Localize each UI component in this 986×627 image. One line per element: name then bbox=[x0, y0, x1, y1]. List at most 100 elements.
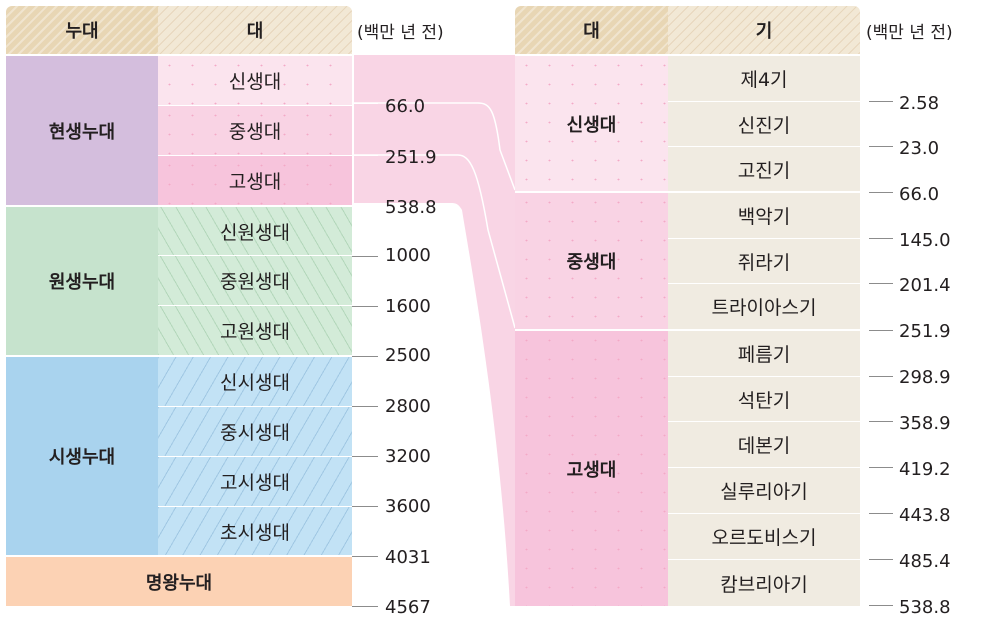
era-paleoarchean: 고시생대 bbox=[158, 457, 352, 506]
period-cretaceous: 백악기 bbox=[737, 206, 791, 228]
left-boundary-label: 538.8 bbox=[385, 197, 437, 218]
left-boundary-label: 1600 bbox=[385, 296, 431, 317]
header-era: 대 bbox=[158, 6, 352, 54]
left-boundary-label: 2800 bbox=[385, 396, 431, 417]
right-boundary-label: 145.0 bbox=[899, 230, 951, 251]
era-label: 신원생대 bbox=[220, 221, 290, 244]
right-boundary-label: 358.9 bbox=[899, 413, 951, 434]
era-neoarchean: 신시생대 bbox=[158, 357, 352, 406]
connector-line-mesozoic bbox=[354, 154, 516, 329]
era-label: 고생대 bbox=[228, 171, 282, 193]
period-neogene: 신진기 bbox=[737, 114, 791, 137]
connector-line-cenozoic bbox=[354, 102, 516, 191]
eon-proterozoic: 원생누대 bbox=[6, 207, 158, 355]
era-mesoproterozoic: 중원생대 bbox=[158, 256, 352, 305]
right-tick bbox=[869, 559, 893, 560]
header-period: 기 bbox=[668, 6, 860, 54]
period-quaternary: 제4기 bbox=[740, 69, 788, 91]
left-boundary-label: 3200 bbox=[385, 446, 431, 467]
period-permian: 페름기 bbox=[737, 344, 791, 366]
left-tick bbox=[352, 506, 378, 507]
period-divider bbox=[668, 101, 860, 102]
right-boundary-label: 23.0 bbox=[899, 138, 940, 159]
period-divider bbox=[515, 191, 860, 193]
left-boundary-label: 251.9 bbox=[385, 147, 437, 168]
left-tick bbox=[352, 155, 378, 156]
left-boundary-label: 4567 bbox=[385, 597, 431, 618]
right-tick bbox=[869, 376, 893, 377]
period-divider bbox=[515, 329, 860, 331]
header-era-right: 대 bbox=[515, 6, 668, 54]
right-tick bbox=[869, 101, 893, 102]
period-divider bbox=[668, 467, 860, 468]
left-boundary-label: 2500 bbox=[385, 345, 431, 366]
era-label: 고시생대 bbox=[220, 472, 290, 494]
right-boundary-label: 251.9 bbox=[899, 321, 951, 342]
era-label: 중시생대 bbox=[220, 422, 290, 444]
right-boundary-label: 201.4 bbox=[899, 275, 951, 296]
era-cenozoic-left: 신생대 bbox=[158, 56, 352, 105]
era-label: 초시생대 bbox=[220, 521, 290, 544]
era-neoproterozoic: 신원생대 bbox=[158, 207, 352, 255]
right-tick bbox=[869, 192, 893, 193]
right-boundary-label: 443.8 bbox=[899, 505, 951, 526]
era-mesoarchean: 중시생대 bbox=[158, 407, 352, 456]
period-paleogene: 고진기 bbox=[737, 159, 791, 182]
era-mesozoic-right: 중생대 bbox=[515, 193, 668, 329]
left-boundary-label: 1000 bbox=[385, 245, 431, 266]
right-boundary-label: 2.58 bbox=[899, 93, 940, 114]
period-divider bbox=[668, 513, 860, 514]
connector-band bbox=[354, 55, 515, 606]
left-tick bbox=[352, 606, 378, 607]
period-divider bbox=[668, 559, 860, 560]
era-mesozoic-left: 중생대 bbox=[158, 106, 352, 155]
era-cenozoic-right: 신생대 bbox=[515, 56, 668, 191]
right-tick bbox=[869, 330, 893, 331]
period-cambrian: 캄브리아기 bbox=[720, 573, 808, 596]
left-boundary-label: 66.0 bbox=[385, 96, 426, 117]
period-divider bbox=[668, 421, 860, 422]
period-divider bbox=[668, 283, 860, 284]
right-boundary-label: 538.8 bbox=[899, 597, 951, 618]
period-devonian: 데본기 bbox=[737, 435, 791, 457]
right-tick bbox=[869, 513, 893, 514]
era-label: 신생대 bbox=[228, 71, 282, 93]
right-unit-label: (백만 년 전) bbox=[866, 23, 953, 43]
era-label: 고원생대 bbox=[220, 321, 290, 343]
period-jurassic: 쥐라기 bbox=[737, 251, 791, 274]
right-tick bbox=[869, 146, 893, 147]
eon-phanerozoic: 현생누대 bbox=[6, 56, 158, 205]
left-tick bbox=[352, 356, 378, 357]
left-tick bbox=[352, 456, 378, 457]
right-tick bbox=[869, 238, 893, 239]
left-boundary-label: 3600 bbox=[385, 496, 431, 517]
right-boundary-label: 298.9 bbox=[899, 367, 951, 388]
period-column bbox=[668, 56, 860, 606]
era-label: 중생대 bbox=[228, 121, 282, 143]
era-label: 신시생대 bbox=[220, 372, 290, 394]
era-paleoproterozoic: 고원생대 bbox=[158, 306, 352, 355]
era-paleozoic-right: 고생대 bbox=[515, 331, 668, 606]
left-tick bbox=[352, 556, 378, 557]
right-boundary-label: 419.2 bbox=[899, 459, 951, 480]
right-tick bbox=[869, 467, 893, 468]
left-boundary-label: 4031 bbox=[385, 547, 431, 568]
period-divider bbox=[668, 146, 860, 147]
eon-hadean: 명왕누대 bbox=[6, 557, 352, 606]
period-divider bbox=[668, 376, 860, 377]
left-tick bbox=[352, 306, 378, 307]
era-paleozoic-left: 고생대 bbox=[158, 156, 352, 205]
right-boundary-label: 66.0 bbox=[899, 184, 940, 205]
era-label: 중원생대 bbox=[220, 271, 290, 293]
left-tick bbox=[352, 103, 378, 104]
right-tick bbox=[869, 421, 893, 422]
left-unit-label: (백만 년 전) bbox=[357, 23, 444, 43]
period-carboniferous: 석탄기 bbox=[737, 389, 791, 412]
right-boundary-label: 485.4 bbox=[899, 551, 951, 572]
period-silurian: 실루리아기 bbox=[720, 481, 808, 503]
period-ordovician: 오르도비스기 bbox=[711, 527, 817, 549]
period-divider bbox=[668, 238, 860, 239]
era-eoarchean: 초시생대 bbox=[158, 507, 352, 555]
right-tick bbox=[869, 605, 893, 606]
